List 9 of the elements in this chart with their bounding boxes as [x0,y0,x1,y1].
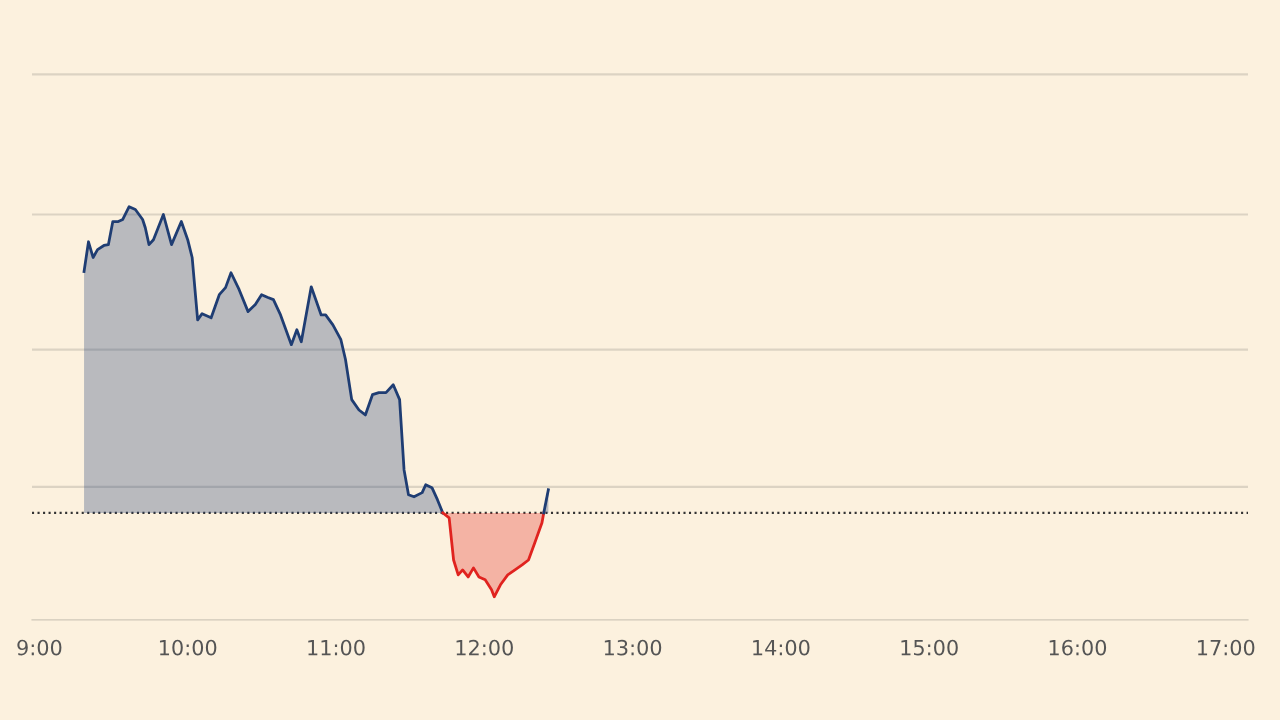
x-tick-label: 11:00 [308,639,365,656]
x-tick-label: 10:00 [159,639,217,656]
x-tick-label: 13:00 [604,639,662,656]
x-tick-label: 15:00 [901,639,958,656]
x-tick-label: 9:00 [17,639,62,656]
x-tick-label: 14:00 [753,639,810,656]
x-tick-label: 12:00 [456,639,513,656]
x-tick-label: 17:00 [1198,639,1255,656]
x-tick-label: 16:00 [1049,639,1107,656]
